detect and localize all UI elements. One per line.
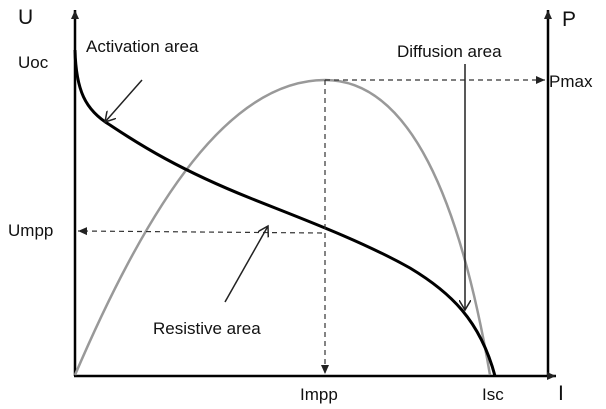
activation-label: Activation area	[86, 37, 199, 56]
diffusion-label: Diffusion area	[397, 42, 502, 61]
resistive-pointer	[224, 226, 268, 303]
pmax-label: Pmax	[549, 72, 593, 91]
isc-label: Isc	[482, 385, 504, 404]
umpp-guide	[77, 227, 323, 236]
u-label: U	[18, 6, 33, 29]
power-curve	[73, 78, 492, 376]
p-label: P	[562, 8, 576, 31]
activation-pointer	[105, 79, 143, 122]
voltage-curve	[73, 49, 497, 377]
resistive-label: Resistive area	[153, 319, 261, 338]
impp-label: Impp	[300, 385, 338, 404]
i-label: I	[558, 382, 564, 405]
uoc-label: Uoc	[18, 53, 49, 72]
umpp-label: Umpp	[8, 221, 53, 240]
